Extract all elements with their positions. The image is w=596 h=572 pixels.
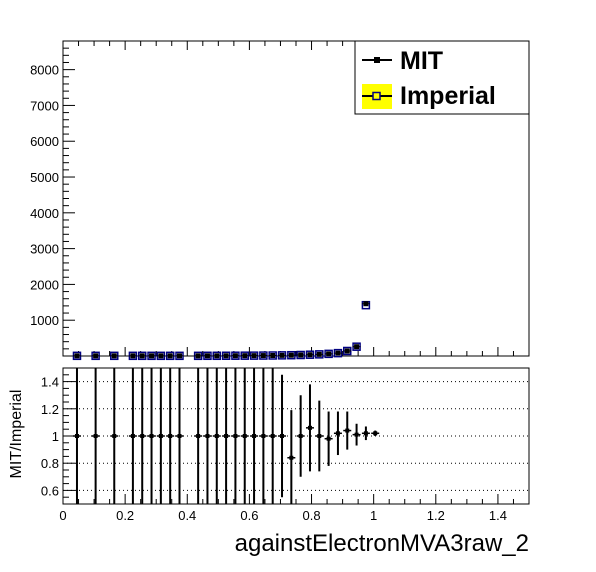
ratio-point <box>289 455 294 460</box>
mit-point <box>298 352 304 358</box>
mit-point <box>260 353 266 359</box>
mit-point <box>307 352 313 358</box>
main-y-tick-label: 4000 <box>30 206 59 221</box>
mit-point <box>149 353 155 359</box>
mit-point <box>251 353 257 359</box>
mit-point <box>111 353 117 359</box>
mit-point <box>363 301 369 307</box>
ratio-x-tick-label: 0.4 <box>178 508 196 523</box>
ratio-point <box>205 434 210 438</box>
ratio-point <box>233 434 238 438</box>
main-y-tick-label: 7000 <box>30 98 59 113</box>
ratio-point <box>224 434 229 438</box>
mit-point <box>204 353 210 359</box>
mit-point <box>214 353 220 359</box>
ratio-point <box>280 434 285 438</box>
ratio-point <box>158 434 163 438</box>
mit-point <box>279 352 285 358</box>
main-y-tick-label: 1000 <box>30 313 59 328</box>
ratio-x-tick-label: 0 <box>59 508 66 523</box>
legend-imperial-label: Imperial <box>400 82 496 110</box>
mit-point <box>167 353 173 359</box>
ratio-x-tick-label: 1.4 <box>489 508 507 523</box>
ratio-point <box>317 434 322 438</box>
ratio-x-tick-label: 1.2 <box>427 508 445 523</box>
mit-point <box>158 353 164 359</box>
mit-point <box>223 353 229 359</box>
mit-point <box>74 353 80 359</box>
ratio-point <box>149 434 154 438</box>
ratio-point <box>345 428 350 433</box>
mit-point <box>354 344 360 350</box>
mit-point <box>335 350 341 356</box>
ratio-point <box>177 434 182 438</box>
ratio-point <box>298 434 303 438</box>
ratio-point <box>373 431 378 436</box>
ratio-point <box>112 434 117 438</box>
mit-point <box>316 351 322 357</box>
main-y-tick-label: 6000 <box>30 134 59 149</box>
ratio-point <box>307 425 312 430</box>
ratio-plot-panel: 0 0.2 0.4 0.6 0.8 1 1.2 1.4 0.6 0.8 1 1.2 1.4 <box>41 367 530 523</box>
ratio-point <box>242 434 247 438</box>
mit-point <box>344 348 350 354</box>
ratio-point <box>130 434 135 438</box>
legend-mit-marker <box>374 57 380 63</box>
ratio-point <box>140 434 145 438</box>
main-y-tick-label: 5000 <box>30 170 59 185</box>
main-plot-panel: 1000 2000 3000 4000 5000 6000 7000 8000 <box>30 40 530 361</box>
legend: MIT Imperial <box>354 40 530 115</box>
ratio-y-tick-label: 1.2 <box>41 402 59 417</box>
mit-point <box>130 353 136 359</box>
mit-point <box>288 352 294 358</box>
ratio-point <box>252 434 257 438</box>
ratio-point <box>93 434 98 438</box>
mit-point <box>270 352 276 358</box>
ratio-x-tick-label: 1 <box>370 508 377 523</box>
main-y-tick-label: 8000 <box>30 63 59 78</box>
ratio-y-tick-label: 1.4 <box>41 375 59 390</box>
y-axis-title: MIT/Imperial <box>8 390 25 479</box>
legend-imperial-marker <box>372 91 381 101</box>
ratio-point <box>363 431 368 436</box>
legend-mit-label: MIT <box>400 47 443 75</box>
mit-point <box>93 353 99 359</box>
ratio-y-tick-label: 1 <box>52 429 59 444</box>
mit-point <box>195 353 201 359</box>
ratio-point <box>74 434 79 438</box>
x-axis-title: againstElectronMVA3raw_2 <box>235 530 529 557</box>
ratio-point <box>261 434 266 438</box>
ratio-point <box>270 434 275 438</box>
ratio-point <box>214 434 219 438</box>
mit-point <box>242 353 248 359</box>
ratio-x-tick-label: 0.6 <box>240 508 258 523</box>
ratio-x-tick-label: 0.2 <box>116 508 134 523</box>
ratio-x-tick-label: 0.8 <box>302 508 320 523</box>
mit-point <box>177 353 182 359</box>
mit-point <box>326 351 332 357</box>
ratio-y-tick-label: 0.8 <box>41 456 59 471</box>
mit-point <box>139 353 145 359</box>
main-y-tick-label: 2000 <box>30 277 59 292</box>
ratio-point <box>326 436 331 441</box>
main-y-tick-label: 3000 <box>30 242 59 257</box>
ratio-point <box>168 434 173 438</box>
ratio-point <box>354 432 359 437</box>
ratio-point <box>196 434 201 438</box>
ratio-point <box>335 431 340 436</box>
ratio-y-tick-label: 0.6 <box>41 483 59 498</box>
mit-point <box>232 353 238 359</box>
